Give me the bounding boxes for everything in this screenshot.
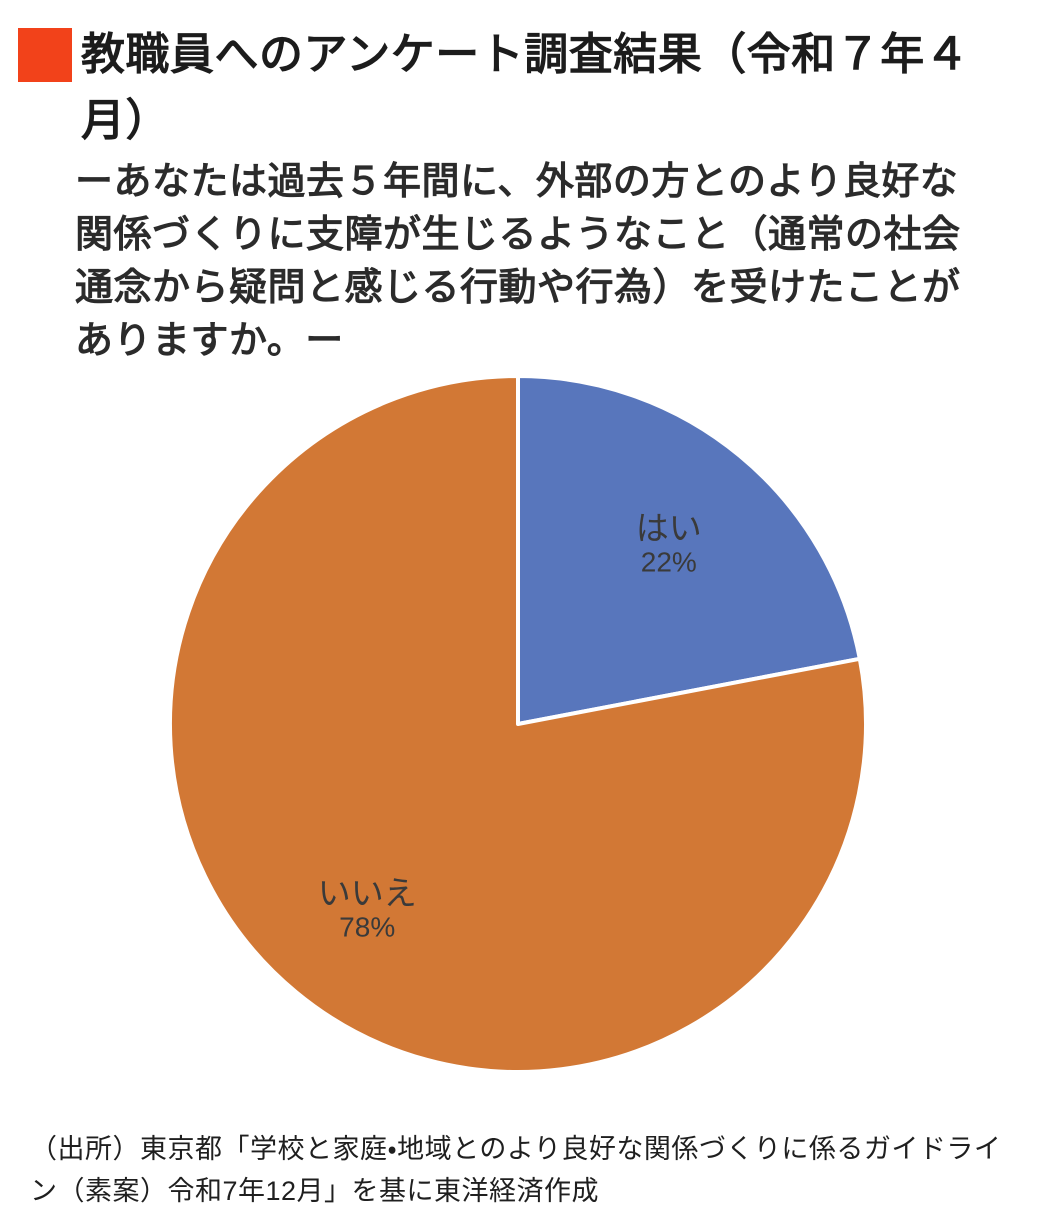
survey-question-line-2: 関係づくりに支障が生じるようなこと（通常の社会: [75, 214, 961, 256]
pie-chart: はい 22% いいえ 78%: [0, 356, 1040, 1100]
survey-question-line-1: ーあなたは過去５年間に、外部の方とのより良好な: [75, 161, 959, 203]
survey-question: ーあなたは過去５年間に、外部の方とのより良好な 関係づくりに支障が生じるようなこ…: [75, 156, 1024, 368]
pie-slice-percent-0: 22%: [641, 547, 697, 578]
pie-slice-label-0: はい: [636, 510, 702, 547]
pie-slice-label-1: いいえ: [318, 874, 417, 911]
source-note-line-2: ン（素案）令和7年12月」を基に東洋経済作成: [30, 1176, 600, 1206]
page-title-line-1: 教職員へのアンケート調査結果（令和７年４: [81, 30, 970, 79]
source-note-line-1: （出所）東京都「学校と家庭・地域とのより良好な関係づくりに係るガイドライ: [30, 1134, 1002, 1164]
page-title: 教職員へのアンケート調査結果（令和７年４ 月）: [81, 22, 969, 154]
pie-slice-0: [516, 374, 862, 726]
survey-question-line-4: ありますか。ー: [75, 320, 344, 362]
source-note: （出所）東京都「学校と家庭・地域とのより良好な関係づくりに係るガイドライ ン（素…: [30, 1128, 1020, 1212]
pie-slice-1: [167, 374, 868, 1074]
title-bullet-square: [18, 28, 72, 82]
pie-slice-percent-1: 78%: [339, 911, 395, 942]
survey-question-line-3: 通念から疑問と感じる行動や行為）を受けたことが: [75, 267, 961, 309]
page-title-line-2: 月）: [81, 96, 170, 145]
header: 教職員へのアンケート調査結果（令和７年４ 月）: [0, 0, 1040, 154]
